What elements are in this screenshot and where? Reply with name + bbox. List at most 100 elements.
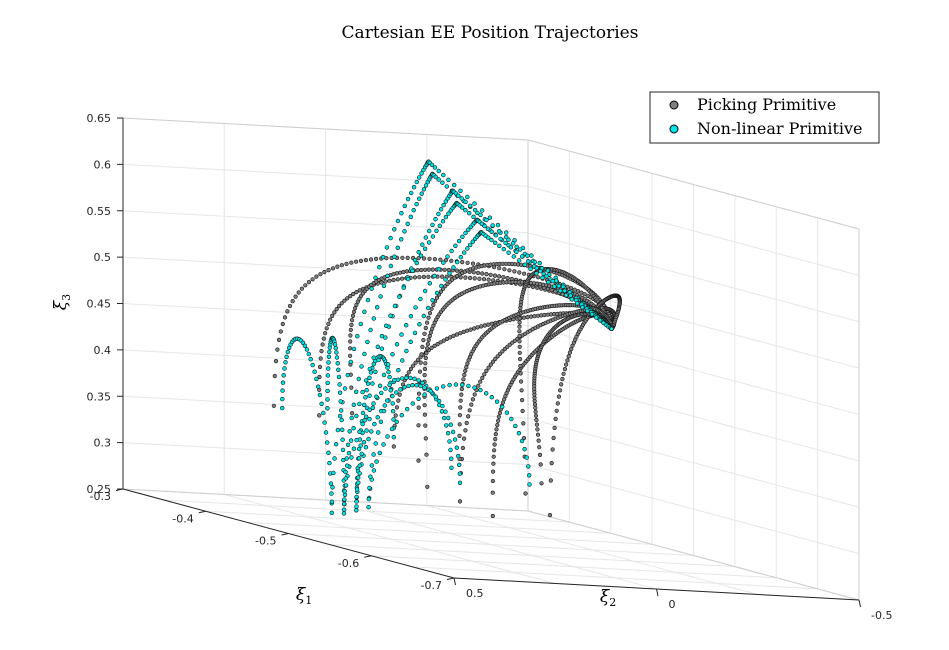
picking-point xyxy=(472,276,477,281)
picking-point xyxy=(348,339,353,344)
non-linear-point xyxy=(357,401,362,407)
non-linear-point xyxy=(514,244,519,250)
non-linear-point xyxy=(422,288,428,294)
non-linear-point xyxy=(436,211,441,217)
picking-point xyxy=(537,452,543,458)
non-linear-point xyxy=(517,247,523,252)
z-tick-label: 0.65 xyxy=(87,112,112,125)
axes xyxy=(115,117,861,608)
picking-point xyxy=(408,366,414,372)
picking-point xyxy=(517,316,522,321)
picking-point xyxy=(426,315,431,320)
non-linear-point xyxy=(526,473,532,478)
picking-point xyxy=(396,398,401,403)
non-linear-point xyxy=(360,389,365,395)
non-linear-point xyxy=(430,222,435,228)
picking-point xyxy=(323,331,328,336)
non-linear-point xyxy=(333,442,339,447)
non-linear-point xyxy=(494,399,500,404)
non-linear-point xyxy=(503,240,508,246)
grid-line xyxy=(224,494,556,584)
non-linear-point xyxy=(439,283,444,289)
non-linear-point xyxy=(414,383,419,388)
picking-point xyxy=(299,286,305,291)
non-linear-point xyxy=(470,239,475,244)
picking-point xyxy=(417,275,422,280)
non-linear-point xyxy=(280,380,286,385)
picking-point xyxy=(368,257,374,262)
non-linear-point xyxy=(475,210,480,216)
non-linear-point xyxy=(434,386,440,391)
picking-point xyxy=(399,276,405,281)
picking-point xyxy=(495,422,500,428)
picking-point xyxy=(517,357,523,362)
non-linear-point xyxy=(589,312,595,317)
non-linear-point xyxy=(524,455,529,460)
picking-point xyxy=(432,343,437,349)
non-linear-point xyxy=(325,406,330,411)
picking-point xyxy=(518,379,524,384)
non-linear-point xyxy=(508,245,514,250)
non-linear-point xyxy=(449,248,454,254)
non-linear-point xyxy=(363,445,369,450)
picking-point xyxy=(468,275,473,281)
picking-point xyxy=(321,336,326,341)
picking-point xyxy=(464,420,469,426)
non-linear-point xyxy=(522,262,527,267)
picking-point xyxy=(552,425,557,431)
non-linear-point xyxy=(433,394,438,399)
non-linear-point xyxy=(335,427,341,433)
non-linear-point xyxy=(446,415,451,421)
non-linear-point xyxy=(325,373,331,378)
non-linear-point xyxy=(337,413,343,419)
non-linear-point xyxy=(355,334,360,339)
picking-point xyxy=(421,274,427,280)
non-linear-point xyxy=(438,207,444,212)
non-linear-point xyxy=(308,357,313,362)
non-linear-point xyxy=(410,383,415,388)
non-linear-point xyxy=(519,254,525,259)
picking-point xyxy=(535,275,541,280)
picking-point xyxy=(416,458,421,463)
non-linear-point xyxy=(443,214,449,220)
picking-point xyxy=(482,372,487,377)
non-linear-point xyxy=(349,415,354,421)
non-linear-point xyxy=(325,388,330,394)
non-linear-point xyxy=(421,313,426,319)
picking-point xyxy=(533,409,538,414)
picking-point xyxy=(519,388,524,393)
non-linear-point xyxy=(306,351,311,357)
non-linear-point xyxy=(302,343,308,348)
non-linear-point xyxy=(285,349,290,355)
non-linear-point xyxy=(574,301,580,306)
non-linear-point xyxy=(447,439,452,444)
picking-point xyxy=(413,360,418,365)
non-linear-point xyxy=(378,419,384,424)
non-linear-point xyxy=(331,470,336,476)
picking-point xyxy=(324,326,329,331)
non-linear-point xyxy=(397,294,402,299)
non-linear-point xyxy=(436,398,442,404)
x-tick-mark xyxy=(364,555,372,558)
non-linear-point xyxy=(412,376,417,381)
non-linear-point xyxy=(563,293,569,298)
picking-point xyxy=(354,290,359,295)
non-linear-point xyxy=(442,415,447,421)
picking-point xyxy=(491,359,496,364)
picking-point xyxy=(567,350,573,355)
non-linear-point xyxy=(484,391,489,396)
non-linear-point xyxy=(405,221,410,227)
picking-point xyxy=(320,342,325,347)
picking-point xyxy=(349,385,354,390)
picking-point xyxy=(348,346,353,351)
legend-label-nonlinear: Non-linear Primitive xyxy=(697,119,863,138)
picking-point xyxy=(344,261,349,267)
picking-point xyxy=(480,375,485,381)
non-linear-point xyxy=(383,386,388,391)
non-linear-point xyxy=(447,271,452,276)
picking-point xyxy=(572,287,577,292)
non-linear-point xyxy=(367,407,372,412)
picking-point xyxy=(536,438,541,443)
picking-point xyxy=(467,408,472,413)
picking-point xyxy=(534,417,539,423)
